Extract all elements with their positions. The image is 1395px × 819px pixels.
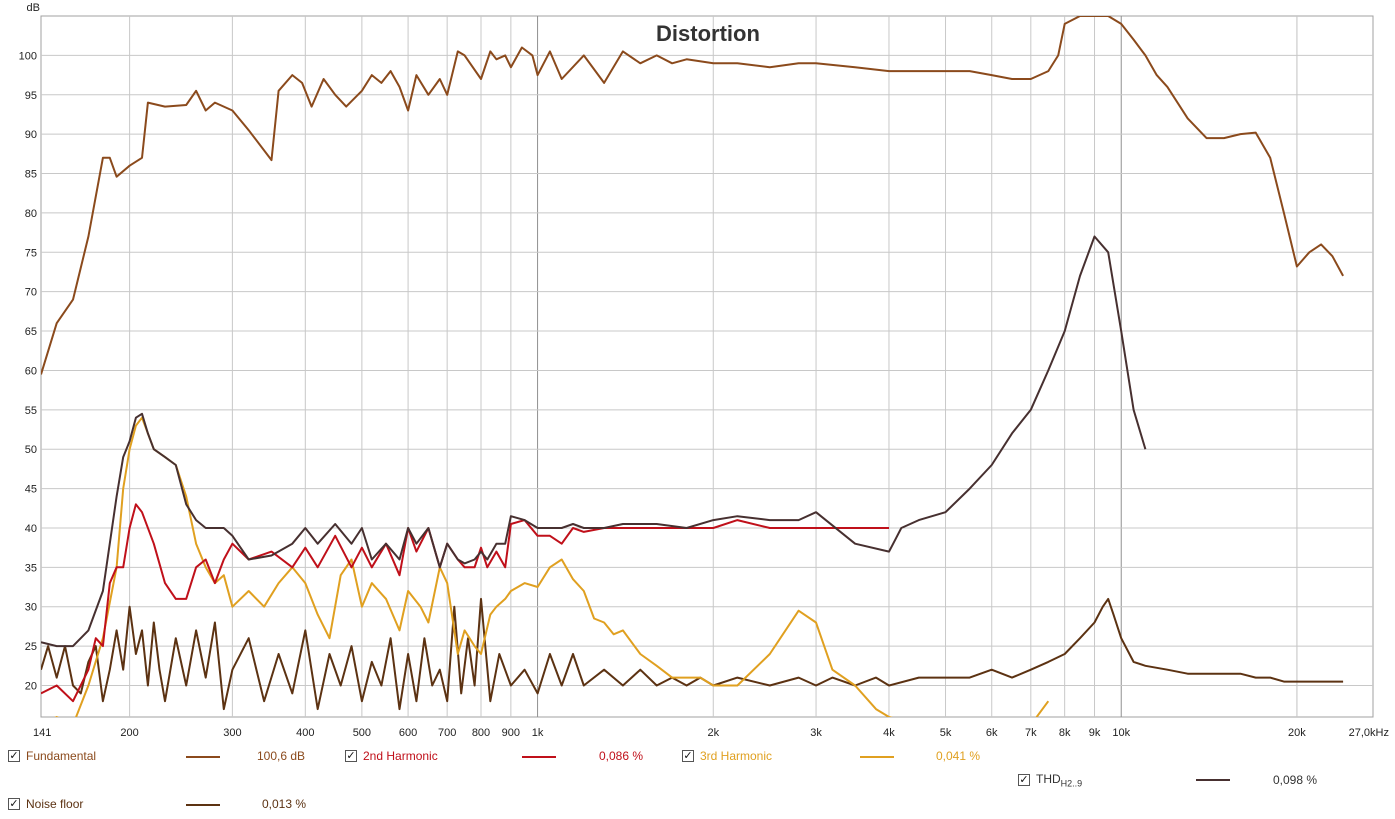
legend-fundamental-value: 100,6 dB — [257, 749, 306, 763]
series-line-thd-h2-9 — [41, 235, 1147, 648]
y-axis-label: dB — [27, 2, 40, 14]
x-tick-label: 20k — [1288, 727, 1306, 739]
plot-area — [40, 15, 1374, 718]
legend-2nd-harmonic[interactable]: ✓ 2nd Harmonic — [345, 749, 438, 763]
x-tick-label: 4k — [883, 727, 895, 739]
x-tick-label: 700 — [438, 727, 456, 739]
legend-noise-floor-label: Noise floor — [26, 797, 84, 811]
series-line-2nd-harmonic — [41, 503, 889, 703]
legend-3rd-harmonic-label: 3rd Harmonic — [700, 749, 773, 763]
legend-2nd-harmonic-value: 0,086 % — [599, 749, 644, 763]
x-tick-label: 1k — [532, 727, 544, 739]
legend-2nd-harmonic-label: 2nd Harmonic — [363, 749, 438, 763]
chart-title: Distortion — [656, 21, 760, 46]
legend-3rd-harmonic-line — [860, 756, 894, 758]
x-tick-label: 300 — [223, 727, 241, 739]
legend-noise-floor-value: 0,013 % — [262, 797, 307, 811]
y-tick-label: 95 — [25, 90, 37, 102]
y-tick-label: 80 — [25, 208, 37, 220]
legend-thd-value: 0,098 % — [1273, 773, 1318, 787]
legend-noise-floor[interactable]: ✓ Noise floor — [8, 797, 83, 811]
checkbox-thd[interactable]: ✓ — [1018, 773, 1030, 787]
y-tick-label: 30 — [25, 602, 37, 614]
legend-3rd-harmonic[interactable]: ✓ 3rd Harmonic — [682, 749, 772, 763]
legend-fundamental-label: Fundamental — [26, 749, 97, 763]
legend-2nd-harmonic-line — [522, 756, 556, 758]
x-tick-label: 3k — [810, 727, 822, 739]
x-tick-label: 200 — [120, 727, 138, 739]
y-tick-label: 60 — [25, 365, 37, 377]
x-tick-label: 6k — [986, 727, 998, 739]
y-tick-label: 75 — [25, 247, 37, 259]
y-tick-label: 55 — [25, 405, 37, 417]
y-tick-label: 70 — [25, 287, 37, 299]
x-tick-label: 27,0kHz — [1349, 727, 1389, 739]
legend-thd-sub: H2..9 — [1060, 778, 1083, 789]
y-tick-label: 65 — [25, 326, 37, 338]
x-tick-label: 800 — [472, 727, 490, 739]
x-tick-label: 8k — [1059, 727, 1071, 739]
x-tick-label: 600 — [399, 727, 417, 739]
x-tick-label: 9k — [1089, 727, 1101, 739]
series-line-noise-floor — [41, 597, 1344, 711]
y-tick-label: 85 — [25, 169, 37, 181]
x-tick-label: 500 — [353, 727, 371, 739]
checkbox-noise-floor[interactable]: ✓ — [8, 797, 20, 810]
y-tick-label: 45 — [25, 484, 37, 496]
y-tick-label: 25 — [25, 641, 37, 653]
y-tick-label: 35 — [25, 562, 37, 574]
y-tick-label: 90 — [25, 129, 37, 141]
x-tick-label: 5k — [940, 727, 952, 739]
legend-3rd-harmonic-value: 0,041 % — [936, 749, 981, 763]
x-tick-label: 2k — [707, 727, 719, 739]
checkbox-fundamental[interactable]: ✓ — [8, 749, 20, 762]
checkbox-2nd-harmonic[interactable]: ✓ — [345, 749, 357, 762]
series-line-fundamental — [41, 16, 1344, 375]
y-tick-label: 50 — [25, 444, 37, 456]
y-tick-label: 100 — [19, 50, 37, 62]
legend-fundamental-line — [186, 756, 220, 758]
x-tick-label: 10k — [1112, 727, 1130, 739]
x-tick-label: 400 — [296, 727, 314, 739]
distortion-chart: 141 200 300 400 500 600 700 800 900 1k 2k 3k 4k 5k 6k 7… — [19, 2, 1389, 739]
x-tick-label: 7k — [1025, 727, 1037, 739]
legend-thd-line — [1196, 779, 1230, 781]
legend-thd-text: THD — [1036, 772, 1061, 786]
legend-fundamental[interactable]: ✓ Fundamental — [8, 749, 96, 763]
x-tick-label: 900 — [502, 727, 520, 739]
y-tick-label: 40 — [25, 523, 37, 535]
legend-thd-label: THDH2..9 — [1036, 772, 1082, 788]
checkbox-3rd-harmonic[interactable]: ✓ — [682, 749, 694, 762]
legend-noise-floor-line — [186, 804, 220, 806]
y-tick-label: 20 — [25, 680, 37, 692]
x-tick-label: 141 — [33, 727, 51, 739]
legend-thd[interactable]: ✓ THDH2..9 — [1018, 772, 1082, 788]
